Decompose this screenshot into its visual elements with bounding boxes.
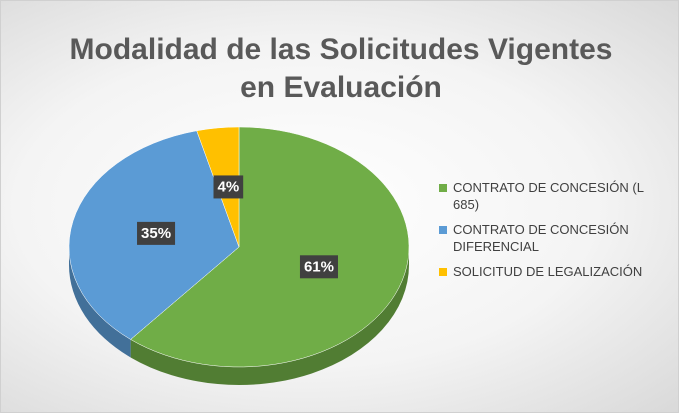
legend-swatch <box>439 184 447 192</box>
data-label: 4% <box>213 175 244 199</box>
data-label: 61% <box>299 255 338 279</box>
data-label-text: 35% <box>141 225 171 242</box>
pie-side <box>69 247 131 358</box>
legend-item: CONTRATO DE CONCESIÓN DIFERENCIAL <box>439 221 664 255</box>
pie-slice <box>130 126 410 368</box>
legend-label: CONTRATO DE CONCESIÓN DIFERENCIAL <box>453 222 629 254</box>
chart-title: Modalidad de las Solicitudes Vigentes en… <box>69 33 613 104</box>
legend-item: SOLICITUD DE LEGALIZACIÓN <box>439 263 664 280</box>
data-label-text: 4% <box>218 178 240 195</box>
legend-item: CONTRATO DE CONCESIÓN (L 685) <box>439 179 664 213</box>
legend-label: SOLICITUD DE LEGALIZACIÓN <box>453 264 643 279</box>
legend-label: CONTRATO DE CONCESIÓN (L 685) <box>453 180 644 212</box>
data-label-box <box>137 221 176 245</box>
data-label-text: 61% <box>304 258 334 275</box>
legend-swatch <box>439 268 447 276</box>
data-label: 35% <box>137 221 176 245</box>
legend-swatch <box>439 226 447 234</box>
legend: CONTRATO DE CONCESIÓN (L 685) CONTRATO DE… <box>439 179 664 288</box>
pie-side <box>130 247 409 385</box>
data-label-box <box>299 255 338 279</box>
data-label-box <box>213 175 244 199</box>
